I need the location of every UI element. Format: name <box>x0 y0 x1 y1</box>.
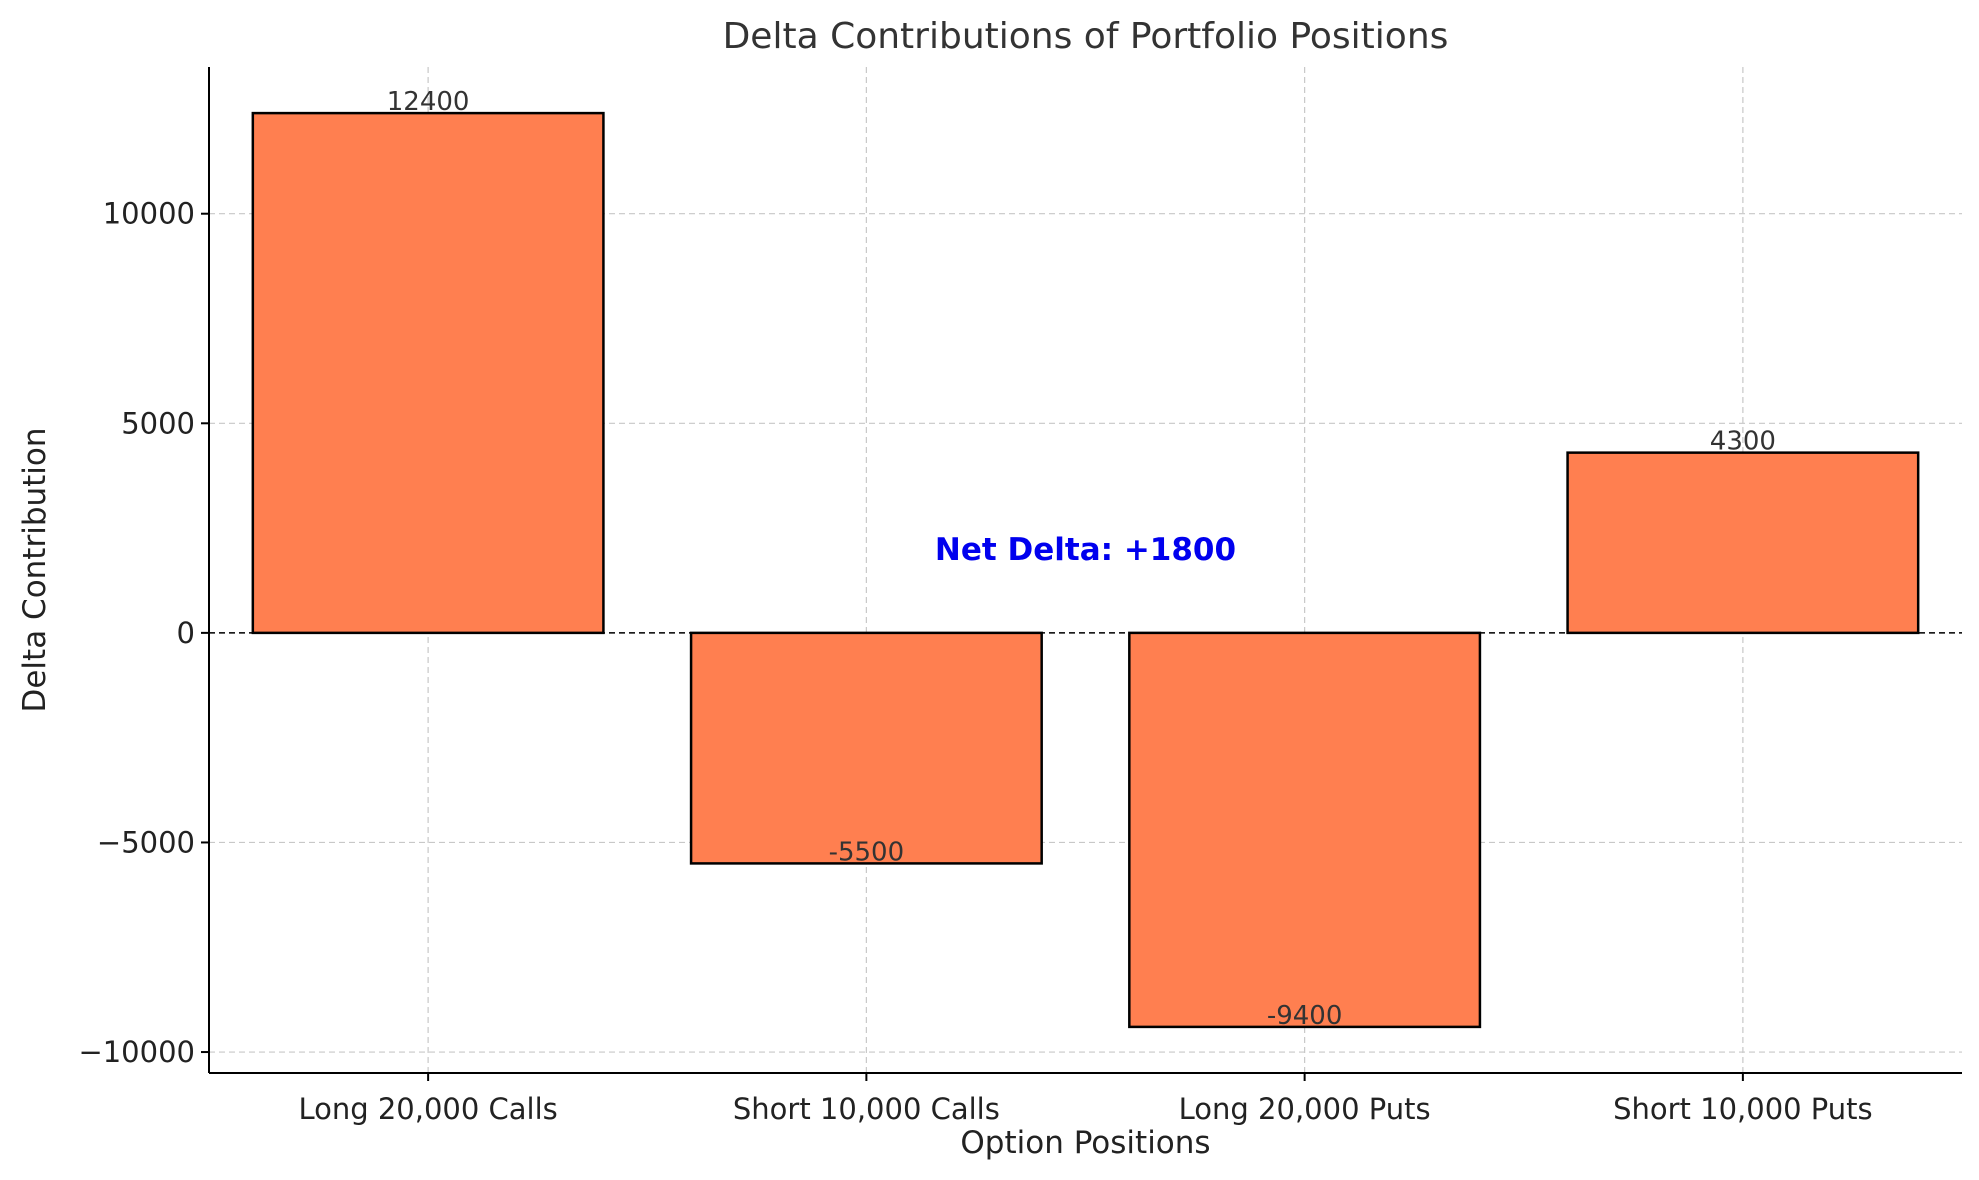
chart-title: Delta Contributions of Portfolio Positio… <box>723 16 1449 57</box>
x-tick-label: Short 10,000 Calls <box>733 1092 1000 1126</box>
bar-2 <box>689 631 1043 865</box>
data-label-2: -5500 <box>829 837 905 867</box>
x-tick-label: Long 20,000 Puts <box>1179 1092 1431 1126</box>
bar-4 <box>1566 451 1920 635</box>
data-label-1: 12400 <box>387 87 470 117</box>
y-ticks-layer: −10000 −5000 0 5000 10000 <box>78 197 209 1069</box>
y-tick-label: 5000 <box>121 406 195 440</box>
x-ticks-layer: Long 20,000 Calls Short 10,000 Calls Long … <box>298 1073 1873 1126</box>
y-tick-label: 10000 <box>103 197 195 231</box>
x-tick-label: Short 10,000 Puts <box>1613 1092 1873 1126</box>
y-axis-label: Delta Contribution <box>17 427 53 712</box>
net-delta-annotation: Net Delta: +1800 <box>935 532 1236 568</box>
data-labels-layer: 12400 -5500 -9400 4300 <box>387 87 1776 1031</box>
y-tick-label: 0 <box>177 616 195 650</box>
bar-3 <box>1128 631 1482 1029</box>
bar-1 <box>251 111 605 635</box>
bars-layer <box>251 111 1920 1029</box>
x-axis-label: Option Positions <box>960 1125 1210 1161</box>
x-tick-label: Long 20,000 Calls <box>298 1092 557 1126</box>
data-label-3: -9400 <box>1267 1001 1343 1031</box>
data-label-4: 4300 <box>1710 427 1776 457</box>
y-tick-label: −5000 <box>97 825 195 859</box>
y-tick-label: −10000 <box>78 1035 195 1069</box>
